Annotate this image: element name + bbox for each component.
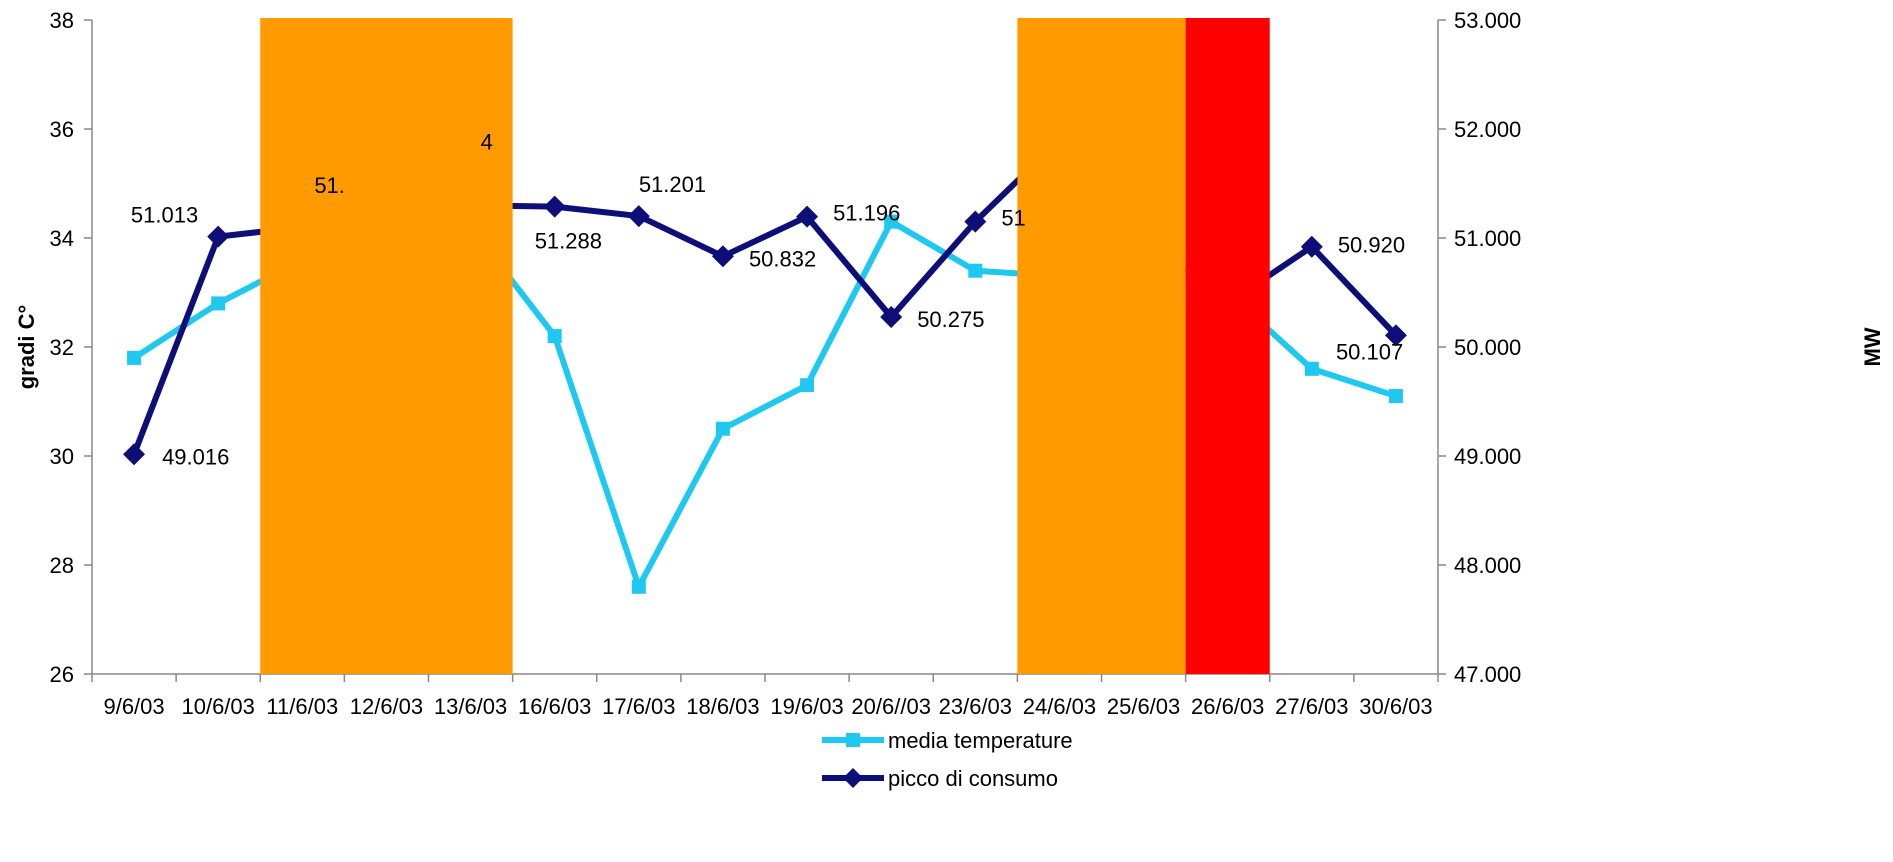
y-axis-title: gradi C° <box>14 305 39 390</box>
series-point-2 <box>123 443 146 466</box>
series-point-2 <box>711 245 734 268</box>
legend-marker <box>843 768 863 788</box>
y2-tick-label: 47.000 <box>1454 662 1521 687</box>
data-label: 49.016 <box>162 444 229 469</box>
y2-tick-label: 50.000 <box>1454 335 1521 360</box>
series-point-1 <box>631 579 646 594</box>
legend-label: picco di consumo <box>888 766 1058 791</box>
series-point-2 <box>627 205 650 228</box>
series-point-2 <box>964 210 987 233</box>
y-tick-label: 30 <box>50 444 74 469</box>
series-point-2 <box>1300 235 1323 258</box>
x-tick-label: 27/6/03 <box>1275 694 1348 719</box>
x-tick-label: 19/6/03 <box>770 694 843 719</box>
highlight-band-2 <box>1017 18 1186 674</box>
series-point-2 <box>1384 324 1407 347</box>
x-tick-label: 16/6/03 <box>518 694 591 719</box>
y2-tick-label: 48.000 <box>1454 553 1521 578</box>
data-label: 50.107 <box>1336 339 1403 364</box>
x-tick-label: 9/6/03 <box>103 694 164 719</box>
x-tick-label: 24/6/03 <box>1023 694 1096 719</box>
series-point-1 <box>715 421 730 436</box>
legend-marker <box>846 733 860 747</box>
y-tick-label: 32 <box>50 335 74 360</box>
series-point-2 <box>207 225 230 248</box>
series-point-2 <box>543 195 566 218</box>
y-tick-label: 36 <box>50 117 74 142</box>
x-tick-label: 25/6/03 <box>1107 694 1180 719</box>
highlight-band-3 <box>1185 18 1270 674</box>
data-label: 4 <box>481 129 493 154</box>
series-point-1 <box>800 378 815 393</box>
data-label: 51 <box>1001 206 1025 231</box>
y-tick-label: 26 <box>50 662 74 687</box>
data-label: 51.288 <box>535 229 602 254</box>
x-tick-label: 20/6//03 <box>851 694 931 719</box>
series-point-2 <box>796 205 819 228</box>
series-point-1 <box>968 263 983 278</box>
data-label: 50.832 <box>749 246 816 271</box>
x-tick-label: 11/6/03 <box>266 694 338 719</box>
data-label: 51.196 <box>833 201 900 226</box>
data-label: 51.201 <box>639 172 706 197</box>
data-label: 51.013 <box>131 203 198 228</box>
series-point-1 <box>127 350 142 365</box>
x-tick-label: 18/6/03 <box>686 694 759 719</box>
x-tick-label: 12/6/03 <box>350 694 423 719</box>
data-label: 50.275 <box>917 307 984 332</box>
series-point-2 <box>880 306 903 329</box>
y2-tick-label: 52.000 <box>1454 117 1521 142</box>
series-point-1 <box>547 329 562 344</box>
x-tick-label: 13/6/03 <box>434 694 507 719</box>
y-tick-label: 28 <box>50 553 74 578</box>
x-tick-label: 23/6/03 <box>939 694 1012 719</box>
y2-axis-title: MW <box>1860 327 1885 366</box>
series-point-1 <box>884 214 899 229</box>
y-tick-label: 34 <box>50 226 74 251</box>
x-tick-label: 30/6/03 <box>1359 694 1432 719</box>
y2-tick-label: 49.000 <box>1454 444 1521 469</box>
y2-tick-label: 51.000 <box>1454 226 1521 251</box>
data-label: 50.920 <box>1338 233 1405 258</box>
series-point-1 <box>1304 361 1319 376</box>
series-point-1 <box>1388 389 1403 404</box>
y2-tick-label: 53.000 <box>1454 8 1521 33</box>
x-tick-label: 17/6/03 <box>602 694 675 719</box>
data-label: 51. <box>314 173 345 198</box>
legend-label: media temperature <box>888 728 1073 753</box>
x-tick-label: 10/6/03 <box>181 694 254 719</box>
series-point-1 <box>211 296 226 311</box>
y-tick-label: 38 <box>50 8 74 33</box>
x-tick-label: 26/6/03 <box>1191 694 1264 719</box>
highlight-band-1 <box>260 18 513 674</box>
